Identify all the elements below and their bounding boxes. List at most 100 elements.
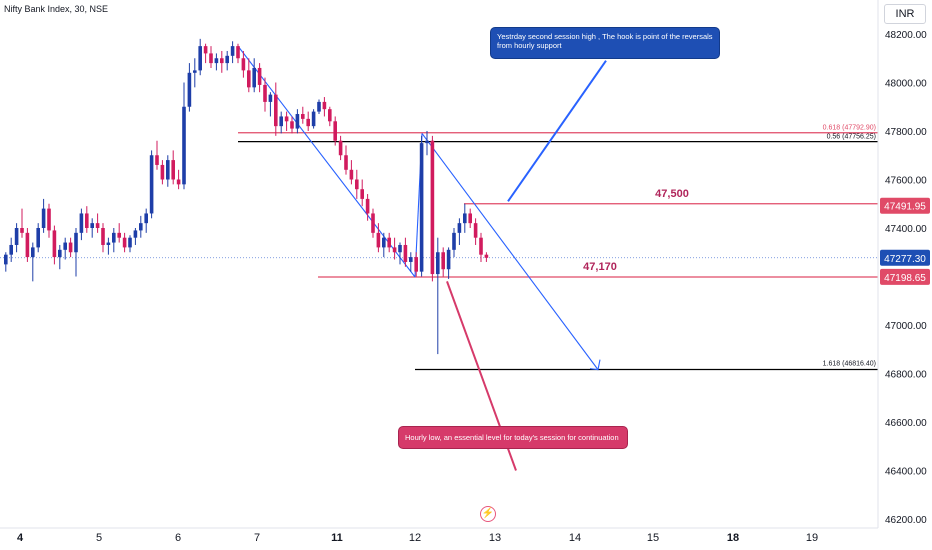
candle-body bbox=[484, 254, 489, 258]
x-tick-label: 7 bbox=[254, 532, 260, 544]
candle-body bbox=[371, 213, 375, 233]
arrow-head bbox=[589, 359, 601, 371]
candle-body bbox=[463, 213, 467, 224]
candle-body bbox=[295, 114, 300, 129]
candle-body bbox=[398, 244, 402, 253]
y-tick-label: 47400.00 bbox=[885, 224, 927, 235]
candle-body bbox=[79, 213, 84, 233]
candle-body bbox=[252, 67, 256, 88]
lightning-icon[interactable]: ⚡ bbox=[480, 506, 496, 522]
candle-body bbox=[274, 94, 278, 127]
trend-line bbox=[507, 60, 607, 202]
candle-body bbox=[430, 140, 435, 275]
candle-body bbox=[322, 101, 327, 110]
candle-body bbox=[58, 249, 62, 258]
price-tag bbox=[880, 249, 930, 266]
candle-body bbox=[419, 143, 424, 272]
price-tag-label: 47198.65 bbox=[884, 273, 926, 284]
candle-body bbox=[106, 242, 111, 245]
candle-body bbox=[36, 228, 40, 248]
candle-body bbox=[155, 155, 159, 165]
candle-body bbox=[392, 247, 397, 253]
level-label-47500: 47,500 bbox=[655, 188, 689, 200]
x-tick-label: 18 bbox=[727, 532, 739, 544]
y-tick-label: 46200.00 bbox=[885, 515, 927, 526]
candle-body bbox=[220, 58, 224, 64]
candle-body bbox=[414, 257, 418, 272]
y-tick-label: 47800.00 bbox=[885, 127, 927, 138]
candle-body bbox=[90, 223, 94, 228]
y-tick-label: 48200.00 bbox=[885, 30, 927, 41]
candle-body bbox=[360, 189, 364, 199]
fib-0618-label: 0.618 (47792.90) bbox=[823, 125, 876, 132]
x-tick-label: 11 bbox=[331, 532, 343, 544]
level-lines bbox=[0, 132, 878, 371]
candle-body bbox=[182, 106, 186, 185]
candle-body bbox=[133, 230, 138, 238]
candle-body bbox=[171, 160, 175, 180]
level-label-47170: 47,170 bbox=[583, 261, 617, 273]
candle-body bbox=[176, 179, 181, 185]
candle-body bbox=[95, 223, 100, 228]
candle-body bbox=[193, 70, 197, 73]
x-tick-label: 13 bbox=[489, 532, 501, 544]
candle-body bbox=[14, 228, 19, 245]
candle-body bbox=[338, 140, 343, 156]
candle-body bbox=[112, 232, 116, 243]
candle-body bbox=[446, 249, 451, 270]
x-tick-label: 4 bbox=[17, 532, 24, 544]
candle-body bbox=[457, 223, 462, 233]
candle-body bbox=[452, 232, 456, 250]
currency-button[interactable]: INR bbox=[884, 4, 926, 24]
x-tick-label: 12 bbox=[409, 532, 421, 544]
candle-body bbox=[9, 244, 13, 255]
candle-body bbox=[279, 116, 283, 127]
candle-body bbox=[468, 213, 472, 224]
candle-body bbox=[160, 164, 165, 180]
candle-body bbox=[317, 101, 321, 112]
candle-body bbox=[306, 118, 310, 127]
candle-body bbox=[247, 70, 251, 88]
candle-body bbox=[47, 208, 51, 231]
candle-body bbox=[376, 232, 381, 248]
candle-body bbox=[387, 237, 391, 248]
candle-body bbox=[403, 244, 408, 262]
candle-body bbox=[139, 223, 143, 231]
annotation-yesterday-high[interactable]: Yestrday second session high , The hook … bbox=[490, 27, 720, 59]
x-tick-label: 19 bbox=[806, 532, 818, 544]
candle-body bbox=[85, 213, 89, 228]
candle-body bbox=[328, 109, 332, 122]
candle-body bbox=[149, 155, 154, 214]
candle-body bbox=[209, 53, 213, 64]
candle-body bbox=[101, 228, 105, 245]
candle-body bbox=[441, 252, 445, 270]
candle-body bbox=[198, 46, 202, 71]
candle-body bbox=[230, 46, 235, 56]
trend-line bbox=[421, 133, 599, 370]
candle-body bbox=[301, 114, 305, 119]
candle-body bbox=[365, 198, 370, 214]
y-tick-label: 46600.00 bbox=[885, 418, 927, 429]
level-labels: 47,500 47,170 0.618 (47792.90) 0.56 (47756.… bbox=[583, 125, 930, 368]
chart-symbol-title: Nifty Bank Index, 30, NSE bbox=[4, 4, 109, 14]
candle-body bbox=[74, 232, 78, 253]
candle-body bbox=[68, 242, 73, 253]
candle-body bbox=[473, 223, 478, 238]
candles bbox=[4, 38, 489, 355]
candle-body bbox=[236, 46, 240, 59]
candle-body bbox=[144, 213, 148, 224]
price-tag-label: 47277.30 bbox=[884, 254, 926, 265]
candle-body bbox=[203, 46, 208, 54]
price-tag bbox=[880, 197, 930, 214]
candle-body bbox=[241, 58, 246, 71]
candle-body bbox=[333, 121, 337, 141]
candle-body bbox=[25, 232, 30, 258]
candle-body bbox=[263, 84, 267, 102]
candle-body bbox=[187, 72, 192, 107]
candle-body bbox=[311, 111, 316, 127]
annotation-hourly-low[interactable]: Hourly low, an essential level for today… bbox=[398, 426, 628, 449]
x-tick-label: 5 bbox=[96, 532, 102, 544]
candle-body bbox=[436, 252, 440, 275]
candle-body bbox=[344, 155, 348, 170]
